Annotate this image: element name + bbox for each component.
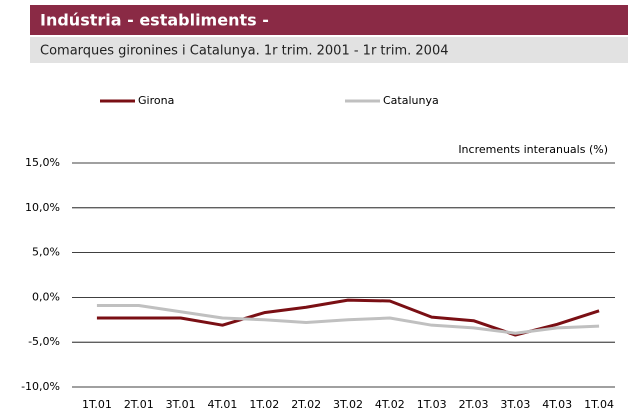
y-tick-label: 10,0%: [25, 201, 60, 214]
y-tick-label: 15,0%: [25, 156, 60, 169]
x-tick-label: 3T.01: [166, 398, 196, 411]
y-tick-label: 5,0%: [32, 246, 60, 259]
x-tick-label: 3T.03: [500, 398, 530, 411]
y-tick-label: -10,0%: [21, 380, 60, 393]
x-tick-label: 1T.03: [417, 398, 447, 411]
legend-label: Girona: [138, 94, 174, 107]
x-tick-label: 1T.04: [584, 398, 614, 411]
x-tick-label: 1T.02: [249, 398, 279, 411]
x-tick-label: 2T.02: [291, 398, 321, 411]
x-tick-label: 4T.03: [542, 398, 572, 411]
x-tick-label: 2T.03: [459, 398, 489, 411]
series-line: [96, 298, 600, 337]
series-line: [96, 303, 600, 335]
x-tick-label: 2T.01: [124, 398, 154, 411]
chart-subtitle: Comarques gironines i Catalunya. 1r trim…: [40, 44, 449, 59]
x-tick-label: 1T.01: [82, 398, 112, 411]
y-tick-label: -5,0%: [28, 335, 60, 348]
legend-label: Catalunya: [383, 94, 439, 107]
annotation: Increments interanuals (%): [458, 143, 608, 156]
x-tick-label: 4T.01: [208, 398, 238, 411]
x-tick-label: 4T.02: [375, 398, 405, 411]
title-band: [30, 5, 628, 35]
subtitle-band: [30, 37, 628, 63]
chart-title: Indústria - establiments -: [40, 11, 269, 30]
x-tick-label: 3T.02: [333, 398, 363, 411]
y-tick-label: 0,0%: [32, 290, 60, 303]
